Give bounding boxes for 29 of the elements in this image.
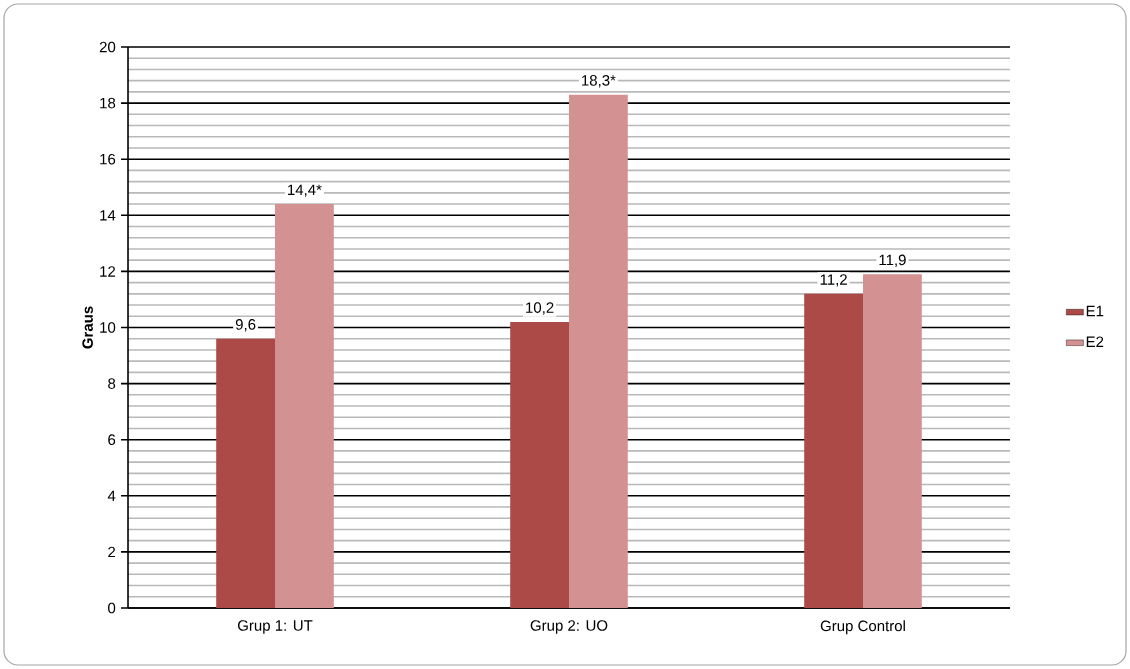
x-tick-label: Grup Control — [820, 620, 905, 635]
bar — [216, 338, 276, 608]
y-tick-label: 2 — [108, 546, 116, 558]
bar — [275, 204, 334, 608]
bar — [804, 293, 863, 608]
y-tick-label: 18 — [100, 97, 116, 109]
data-label: 11,2 — [820, 274, 847, 287]
bar — [569, 94, 628, 608]
data-label: 14,4* — [288, 184, 322, 197]
y-tick-label: 14 — [100, 210, 116, 221]
bar — [510, 321, 569, 608]
y-tick-label: 0 — [108, 602, 116, 614]
data-label: 11,9 — [879, 254, 906, 267]
legend-label: E2 — [1086, 336, 1104, 347]
y-tick-label: 6 — [108, 434, 116, 445]
y-tick-label: 10 — [100, 322, 116, 333]
y-tick-label: 4 — [107, 490, 116, 501]
data-label: 10,2 — [526, 302, 554, 315]
bar — [863, 274, 922, 608]
legend-label: E1 — [1086, 305, 1104, 317]
y-tick-label: 8 — [108, 378, 116, 389]
data-label: 18,3* — [582, 75, 616, 88]
y-tick-label: 20 — [99, 41, 116, 53]
x-tick-label: Grup 1: UT — [237, 620, 313, 634]
x-tick-label: Grup 2: UO — [530, 620, 608, 634]
y-tick-label: 12 — [100, 266, 116, 277]
data-label: 9,6 — [235, 319, 256, 332]
y-axis-title: Graus — [82, 306, 93, 349]
y-tick-label: 16 — [100, 153, 116, 165]
